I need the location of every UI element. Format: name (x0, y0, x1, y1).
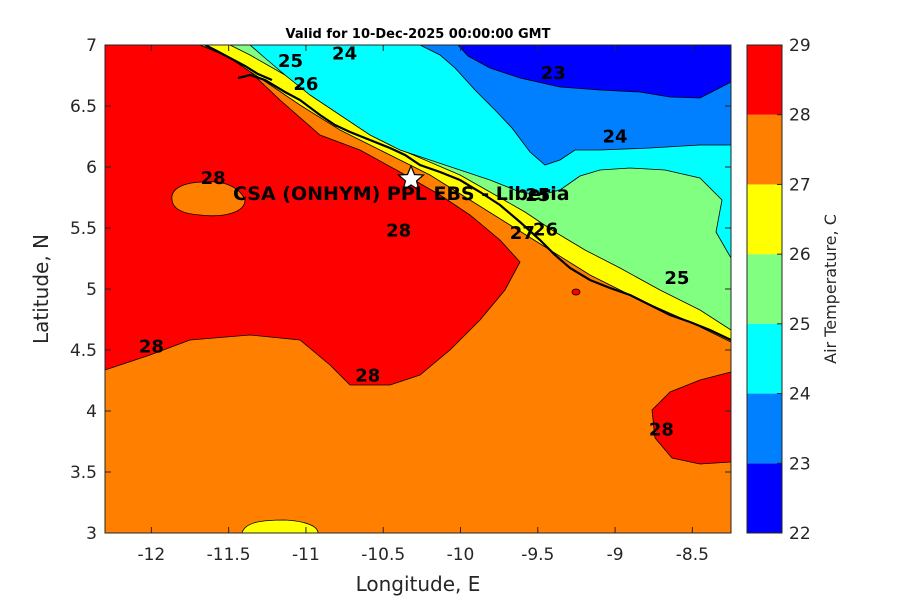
y-tick-label: 3 (86, 524, 97, 544)
contour-label: 28 (649, 419, 674, 440)
band-27-28-blob (171, 181, 246, 217)
colorbar-tick-label: 27 (789, 175, 811, 195)
x-tick-label: -10 (447, 545, 475, 565)
band-22-23 (457, 45, 731, 99)
x-tick-label: -11 (292, 545, 320, 565)
map-title: Valid for 10-Dec-2025 00:00:00 GMT (286, 27, 551, 42)
colorbar-tick-label: 25 (789, 315, 811, 335)
colorbar-swatch (747, 45, 782, 115)
x-tick-label: -9 (607, 545, 624, 565)
coastline (237, 73, 731, 341)
coastline-north (204, 45, 273, 82)
colorbar-tick-label: 26 (789, 245, 811, 265)
contour-label: 28 (386, 221, 411, 242)
contour-label: 23 (541, 63, 566, 84)
colorbar-tick-label: 29 (789, 36, 811, 56)
contour-label: 25 (525, 185, 550, 206)
star-icon (396, 164, 426, 192)
contour-label: 24 (332, 44, 357, 65)
x-tick-label: -12 (137, 545, 165, 565)
colorbar-swatch (747, 463, 782, 533)
site-marker (396, 164, 426, 192)
colorbar-swatch (747, 254, 782, 324)
band-28-29-southeast (651, 371, 731, 465)
colorbar-swatch (747, 184, 782, 255)
band-26-27-bottom (241, 519, 319, 533)
colorbar-frame (746, 44, 783, 534)
band-28-29-west (105, 45, 521, 386)
y-tick-label: 6.5 (70, 97, 97, 117)
y-tick-label: 4 (86, 402, 97, 422)
contour-label: 25 (278, 51, 303, 72)
y-axis-label: Latitude, N (29, 234, 53, 344)
contour-label: 24 (603, 127, 628, 148)
y-tick-label: 7 (86, 36, 97, 56)
y-tick-label: 4.5 (70, 341, 97, 361)
y-axis-ticks: 3 3.5 4 4.5 5 5.5 6 6.5 7 (70, 36, 731, 544)
x-tick-label: -10.5 (361, 545, 405, 565)
y-tick-label: 6 (86, 158, 97, 178)
y-tick-label: 5.5 (70, 219, 97, 239)
y-tick-label: 3.5 (70, 463, 97, 483)
colorbar-tick-label: 22 (789, 524, 811, 544)
colorbar-tick-label: 24 (789, 385, 811, 405)
colorbar-label: Air Temperature, C (821, 214, 840, 364)
x-axis-label: Longitude, E (356, 572, 481, 596)
colorbar-swatch (747, 323, 782, 394)
colorbar: 22 23 24 25 26 27 28 29 (746, 36, 811, 544)
band-28-29-dot (571, 288, 581, 296)
x-tick-label: -8.5 (676, 545, 709, 565)
contour-label: 28 (201, 168, 226, 189)
contour-label: 28 (355, 366, 380, 387)
contour-label: 25 (664, 268, 689, 289)
contour-label: 26 (533, 219, 558, 240)
colorbar-swatch (747, 114, 782, 185)
contour-label: 28 (139, 336, 164, 357)
contour-label: 27 (510, 223, 535, 244)
temperature-map (105, 45, 731, 533)
x-axis-ticks: -12 -11.5 -11 -10.5 -10 -9.5 -9 -8.5 (137, 45, 709, 565)
colorbar-swatch (747, 393, 782, 464)
colorbar-tick-label: 28 (789, 106, 811, 126)
colorbar-tick-label: 23 (789, 454, 811, 474)
contour-label: 26 (293, 74, 318, 95)
x-tick-label: -11.5 (207, 545, 251, 565)
y-tick-label: 5 (86, 280, 97, 300)
x-tick-label: -9.5 (521, 545, 554, 565)
site-label: CSA (ONHYM) PPL EBS - Liberia (233, 183, 570, 205)
